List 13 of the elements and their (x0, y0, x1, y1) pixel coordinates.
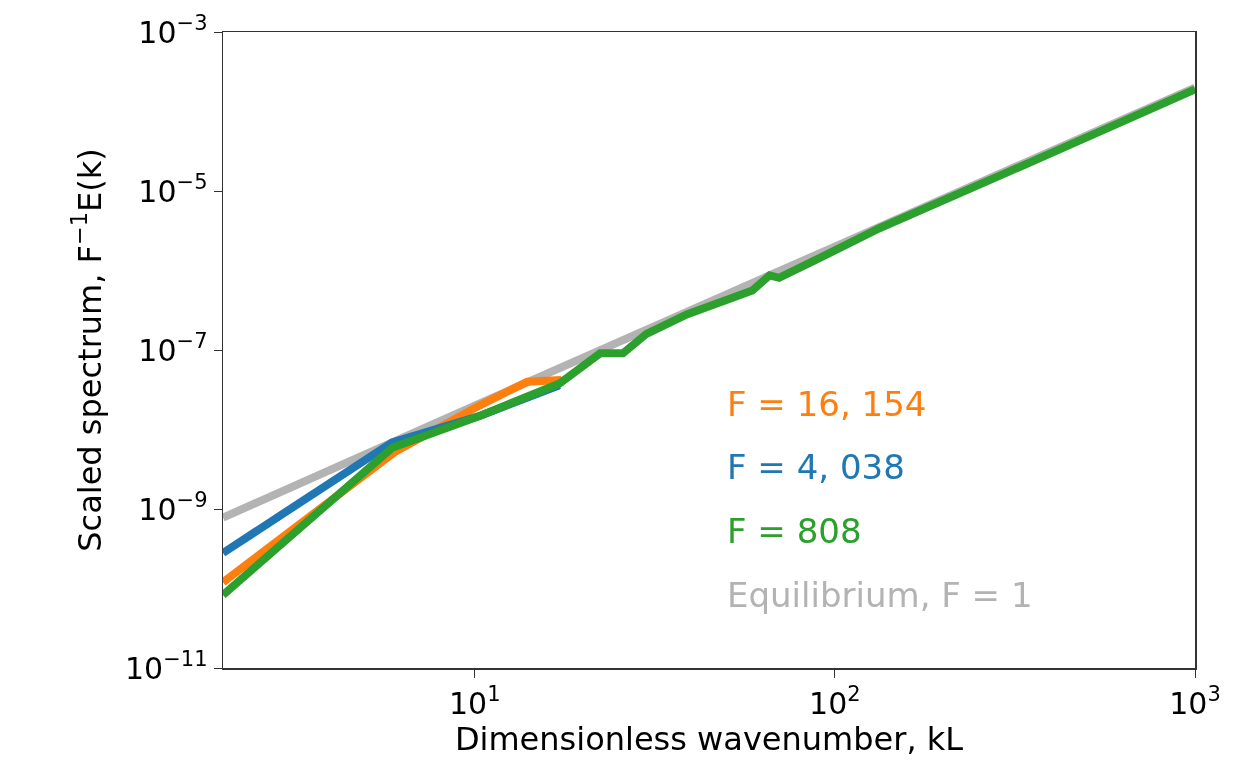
text: Equilibrium, F = 1 (727, 575, 1033, 615)
text: F = 808 (727, 511, 862, 551)
x-tick-label: 10$^{3}$ (1169, 681, 1221, 721)
y-tick-label: 10$^{−9}$ (138, 487, 208, 527)
x-tick-label: 10$^{1}$ (448, 681, 501, 721)
text: F = 4, 038 (727, 447, 905, 487)
y-tick-label: 10$^{−5}$ (138, 169, 208, 209)
x-axis-title: Dimensionless wavenumber, kL (454, 720, 964, 759)
y-tick-label: 10$^{−3}$ (138, 10, 208, 50)
y-tick-label: 10$^{−11}$ (124, 646, 208, 686)
y-tick-label: 10$^{−7}$ (138, 328, 208, 368)
text: F = 16, 154 (727, 384, 927, 424)
x-tick-label: 10$^{2}$ (809, 681, 861, 721)
